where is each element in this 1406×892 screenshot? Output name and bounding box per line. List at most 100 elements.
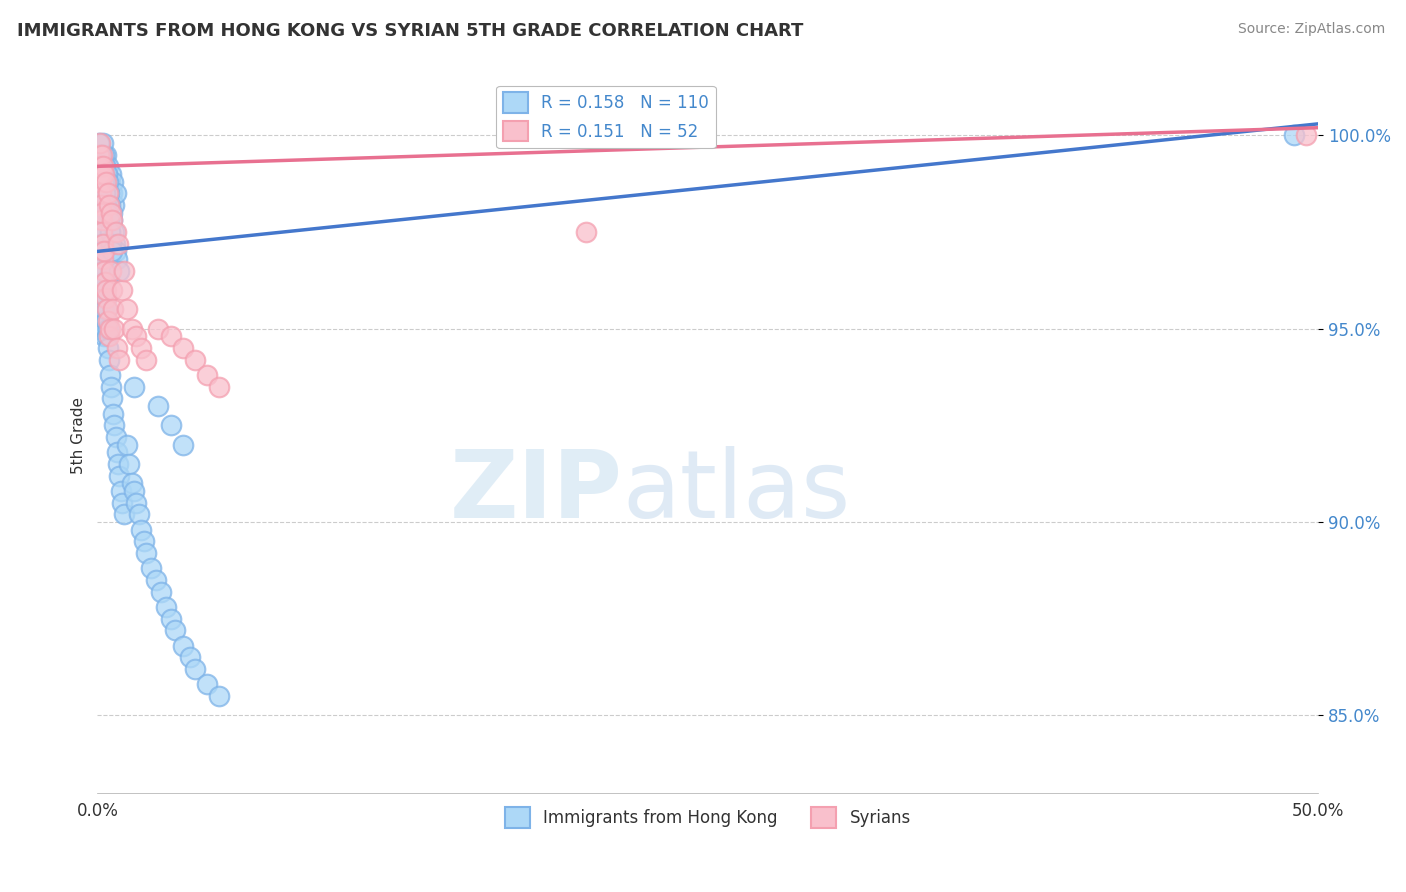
Point [125,496,148,510]
Point [89,160,111,174]
Point [172,438,194,452]
Point [93,264,115,278]
Point [93,302,115,317]
Point [100,264,122,278]
Point [208,689,231,703]
Point [96,329,118,343]
Point [90,236,112,251]
Point [108,352,131,367]
Point [93,160,115,174]
Point [121,322,143,336]
Point [104,186,127,201]
Point [90,147,112,161]
Point [89,136,111,150]
Point [89,186,111,201]
Point [93,322,115,336]
Point [131,341,153,355]
Point [91,283,114,297]
Point [100,167,122,181]
Point [100,206,122,220]
Point [93,147,115,161]
Point [87,160,110,174]
Point [159,612,181,626]
Point [112,264,135,278]
Point [96,167,118,181]
Point [97,213,120,227]
Point [87,147,110,161]
Point [90,213,112,227]
Point [90,225,112,239]
Point [103,407,125,421]
Point [165,624,187,638]
Point [89,175,111,189]
Point [89,186,111,201]
Point [93,175,115,189]
Point [1282,128,1305,143]
Point [172,639,194,653]
Point [90,160,112,174]
Point [101,213,124,227]
Point [97,160,120,174]
Point [208,380,231,394]
Point [97,314,120,328]
Point [94,175,117,189]
Point [110,484,132,499]
Point [108,264,131,278]
Point [131,523,153,537]
Point [128,508,150,522]
Point [135,352,157,367]
Point [94,276,117,290]
Point [98,198,121,212]
Point [111,283,134,297]
Point [100,380,122,394]
Point [94,314,117,328]
Point [107,457,129,471]
Point [101,283,124,297]
Point [115,302,138,317]
Point [91,236,114,251]
Point [103,418,125,433]
Point [98,368,121,383]
Text: Source: ZipAtlas.com: Source: ZipAtlas.com [1237,22,1385,37]
Point [112,508,135,522]
Point [103,225,125,239]
Point [195,368,218,383]
Point [97,322,120,336]
Point [90,147,112,161]
Point [91,302,114,317]
Point [96,167,118,181]
Point [107,236,129,251]
Point [97,341,120,355]
Point [91,244,114,259]
Point [93,314,115,328]
Point [101,186,124,201]
Point [103,175,125,189]
Point [159,418,181,433]
Point [89,167,111,181]
Point [575,225,598,239]
Point [94,198,117,212]
Point [89,206,111,220]
Point [94,291,117,305]
Point [94,186,117,201]
Point [93,283,115,297]
Point [89,147,111,161]
Point [98,225,121,239]
Point [101,244,124,259]
Point [103,302,125,317]
Point [100,206,122,220]
Point [179,650,201,665]
Point [121,476,143,491]
Point [105,244,128,259]
Point [93,252,115,267]
Point [148,399,170,413]
Point [93,167,115,181]
Point [87,198,110,212]
Point [90,198,112,212]
Point [122,380,145,394]
Point [94,291,117,305]
Point [135,546,157,560]
Point [94,160,117,174]
Y-axis label: 5th Grade: 5th Grade [72,397,86,474]
Point [93,136,115,150]
